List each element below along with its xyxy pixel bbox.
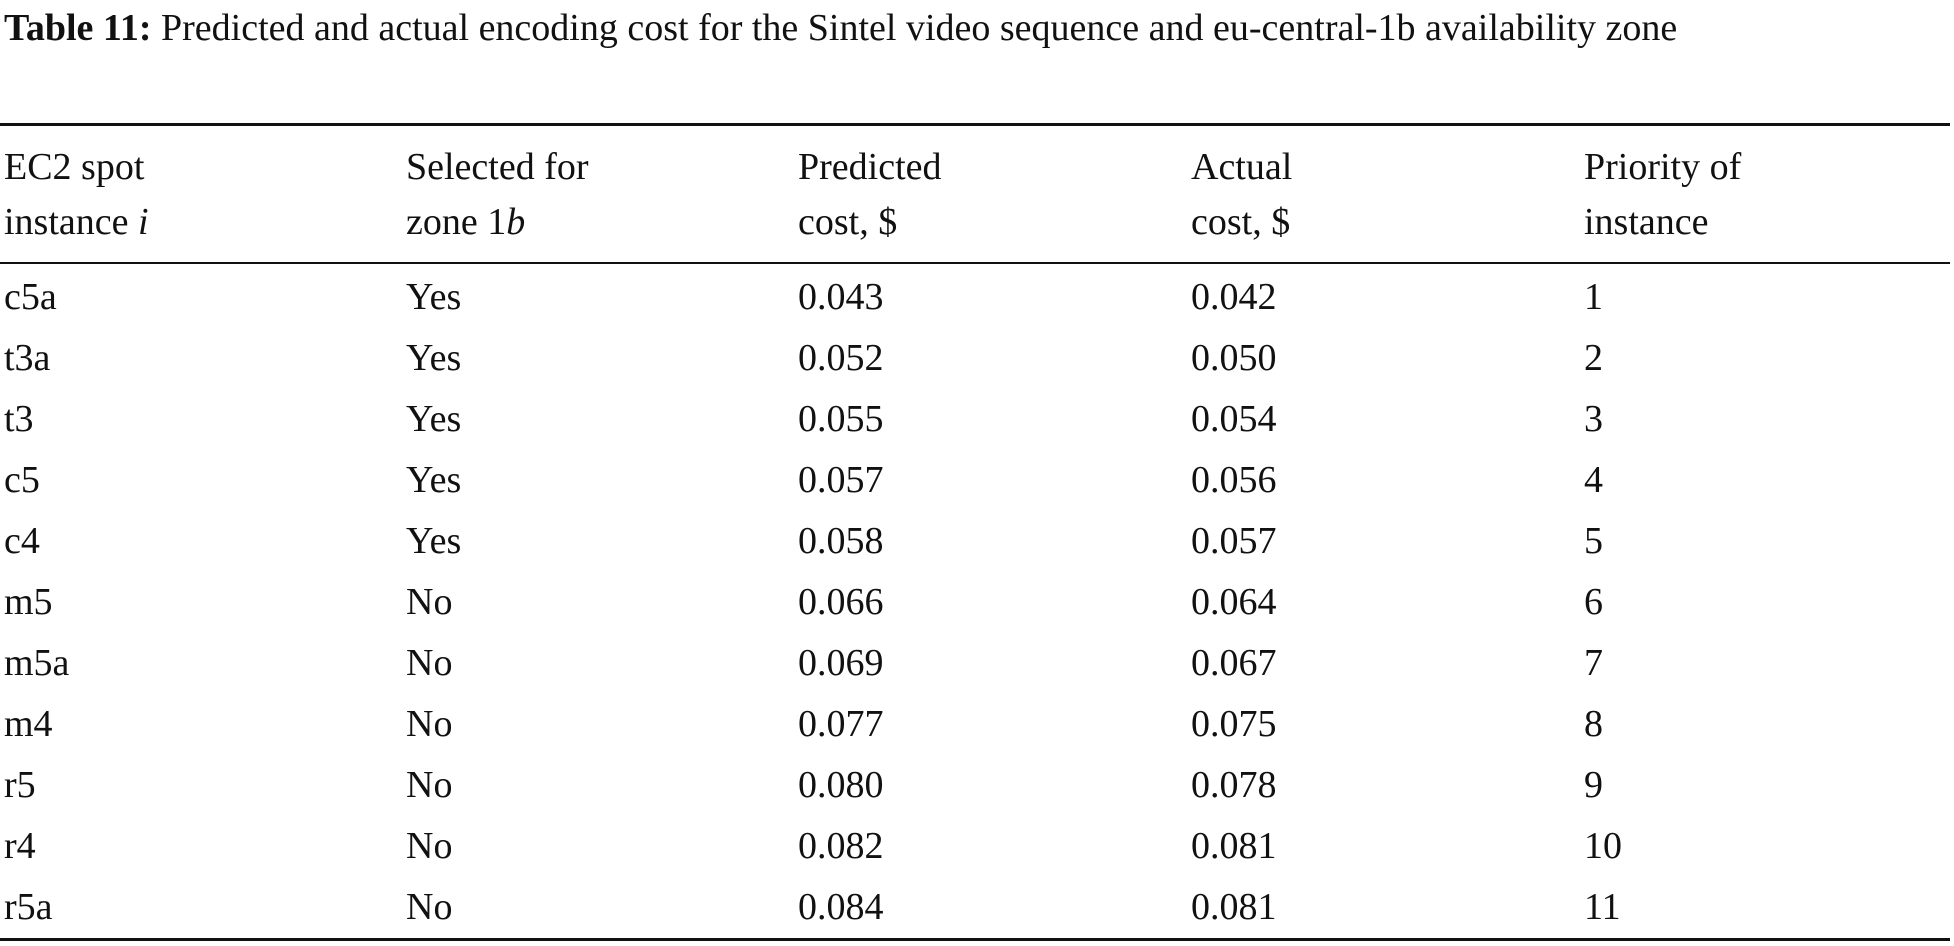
cell-priority: 4 — [1584, 459, 1603, 501]
cell-instance: r5a — [4, 886, 53, 928]
cell-selected: No — [406, 764, 453, 806]
cell-actual-cost: 0.054 — [1191, 398, 1277, 440]
cell-selected: No — [406, 703, 453, 745]
cell-actual-cost: 0.064 — [1191, 581, 1277, 623]
cell-priority: 11 — [1584, 886, 1621, 928]
table-row: c5a Yes 0.043 0.042 1 — [0, 263, 1950, 328]
table-row: m4 No 0.077 0.075 8 — [0, 694, 1950, 755]
table-row: t3 Yes 0.055 0.054 3 — [0, 389, 1950, 450]
cell-predicted-cost: 0.084 — [798, 886, 884, 928]
cell-predicted-cost: 0.069 — [798, 642, 884, 684]
cell-selected: No — [406, 642, 453, 684]
cell-instance: m5 — [4, 581, 53, 623]
cell-selected: Yes — [406, 276, 462, 318]
header-actual-cost: Actual cost, $ — [1191, 146, 1293, 243]
cell-actual-cost: 0.081 — [1191, 886, 1277, 928]
cell-actual-cost: 0.075 — [1191, 703, 1277, 745]
cell-selected: Yes — [406, 459, 462, 501]
cell-instance: c5 — [4, 459, 40, 501]
cell-instance: r5 — [4, 764, 36, 806]
cell-predicted-cost: 0.058 — [798, 520, 884, 562]
cell-actual-cost: 0.057 — [1191, 520, 1277, 562]
table-header: EC2 spot instance i Selected for zone 1b… — [0, 124, 1950, 263]
cell-predicted-cost: 0.080 — [798, 764, 884, 806]
cost-table: EC2 spot instance i Selected for zone 1b… — [0, 123, 1950, 941]
cell-priority: 1 — [1584, 276, 1603, 318]
cell-instance: t3 — [4, 398, 34, 440]
cell-actual-cost: 0.081 — [1191, 825, 1277, 867]
cell-priority: 8 — [1584, 703, 1603, 745]
cell-instance: m4 — [4, 703, 53, 745]
cell-predicted-cost: 0.052 — [798, 337, 884, 379]
cell-instance: c4 — [4, 520, 40, 562]
table-row: t3a Yes 0.052 0.050 2 — [0, 328, 1950, 389]
cell-priority: 2 — [1584, 337, 1603, 379]
cell-selected: No — [406, 886, 453, 928]
cell-instance: t3a — [4, 337, 51, 379]
cell-instance: c5a — [4, 276, 57, 318]
cell-actual-cost: 0.050 — [1191, 337, 1277, 379]
cell-priority: 7 — [1584, 642, 1603, 684]
table-body: c5a Yes 0.043 0.042 1 t3a Yes 0.052 0.05… — [0, 263, 1950, 940]
table-row: c5 Yes 0.057 0.056 4 — [0, 450, 1950, 511]
table-caption: Table 11: Predicted and actual encoding … — [4, 4, 1944, 53]
table-caption-label: Table 11: — [4, 7, 152, 49]
cell-priority: 10 — [1584, 825, 1622, 867]
cell-predicted-cost: 0.077 — [798, 703, 884, 745]
header-selected: Selected for zone 1b — [406, 146, 589, 243]
cell-instance: r4 — [4, 825, 36, 867]
cell-actual-cost: 0.078 — [1191, 764, 1277, 806]
header-predicted-cost: Predicted cost, $ — [798, 146, 942, 243]
cell-predicted-cost: 0.066 — [798, 581, 884, 623]
cell-instance: m5a — [4, 642, 70, 684]
cell-selected: No — [406, 825, 453, 867]
table-row: m5a No 0.069 0.067 7 — [0, 633, 1950, 694]
cell-actual-cost: 0.042 — [1191, 276, 1277, 318]
table-row: r5 No 0.080 0.078 9 — [0, 755, 1950, 816]
cell-priority: 3 — [1584, 398, 1603, 440]
cell-predicted-cost: 0.055 — [798, 398, 884, 440]
header-row: EC2 spot instance i Selected for zone 1b… — [0, 124, 1950, 263]
cell-selected: Yes — [406, 398, 462, 440]
header-priority: Priority of instance — [1584, 146, 1742, 243]
cell-predicted-cost: 0.043 — [798, 276, 884, 318]
table-caption-text: Predicted and actual encoding cost for t… — [160, 7, 1678, 49]
table-row: m5 No 0.066 0.064 6 — [0, 572, 1950, 633]
cell-actual-cost: 0.067 — [1191, 642, 1277, 684]
cell-selected: Yes — [406, 337, 462, 379]
cell-predicted-cost: 0.082 — [798, 825, 884, 867]
cell-selected: Yes — [406, 520, 462, 562]
header-instance: EC2 spot instance i — [4, 146, 149, 243]
cell-priority: 5 — [1584, 520, 1603, 562]
cell-actual-cost: 0.056 — [1191, 459, 1277, 501]
table-row: r5a No 0.084 0.081 11 — [0, 877, 1950, 940]
cell-selected: No — [406, 581, 453, 623]
cell-priority: 6 — [1584, 581, 1603, 623]
table-row: c4 Yes 0.058 0.057 5 — [0, 511, 1950, 572]
cell-predicted-cost: 0.057 — [798, 459, 884, 501]
cell-priority: 9 — [1584, 764, 1603, 806]
table-row: r4 No 0.082 0.081 10 — [0, 816, 1950, 877]
